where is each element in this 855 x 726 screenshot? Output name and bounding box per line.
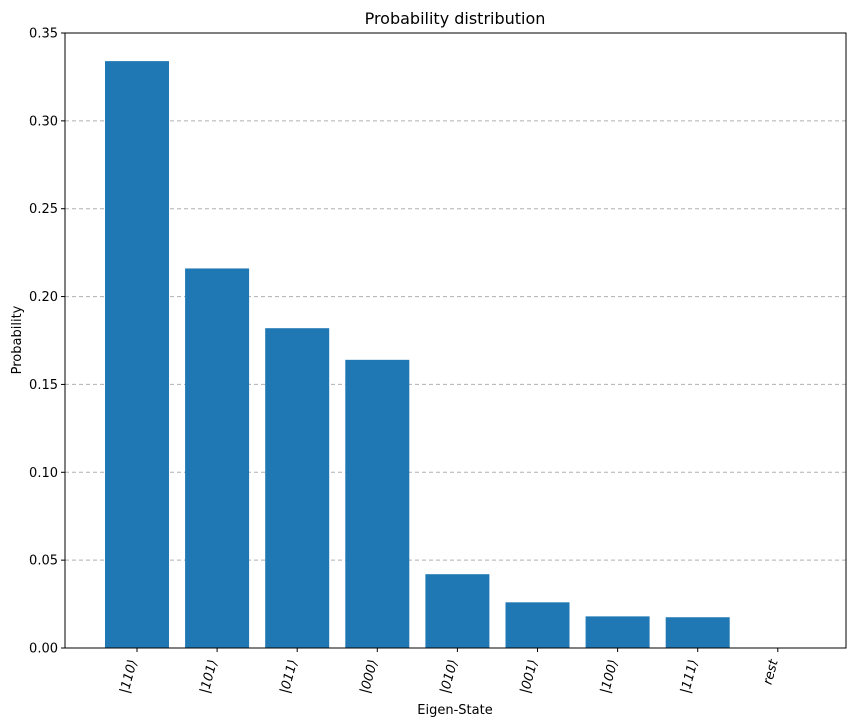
y-axis-label: Probability	[10, 305, 25, 374]
grid-lines	[65, 32, 846, 561]
bar	[425, 574, 490, 648]
y-tick-label: 0.30	[29, 114, 58, 129]
x-tick-label: |100⟩	[598, 658, 621, 695]
bar	[665, 617, 730, 648]
x-tick-label: |010⟩	[438, 658, 461, 695]
x-tick-label: rest	[761, 657, 782, 686]
bar	[345, 359, 410, 648]
bar	[505, 602, 570, 648]
chart-title: Probability distribution	[365, 9, 546, 28]
x-tick-label: |011⟩	[278, 658, 301, 695]
y-tick-label: 0.35	[29, 27, 58, 42]
x-tick-label: |111⟩	[678, 658, 701, 695]
bar	[105, 61, 169, 649]
y-axis-ticks: 0.00 0.05 0.10 0.15 0.20 0.25 0.30 0.35	[29, 27, 65, 657]
y-tick-label: 0.10	[29, 466, 58, 481]
x-tick-label: |101⟩	[198, 658, 221, 695]
x-tick-label: |110⟩	[118, 658, 141, 695]
bar	[585, 616, 650, 648]
bars	[105, 61, 730, 649]
x-axis-label: Eigen-State	[417, 703, 492, 718]
x-tick-label: |000⟩	[358, 658, 381, 695]
y-tick-label: 0.05	[29, 554, 58, 569]
y-tick-label: 0.15	[29, 378, 58, 393]
y-tick-label: 0.20	[29, 290, 58, 305]
bar	[185, 268, 250, 648]
bar	[265, 328, 330, 648]
y-tick-label: 0.25	[29, 202, 58, 217]
x-axis-ticks: |110⟩ |101⟩ |011⟩ |000⟩ |010⟩ |001⟩ |100⟩ |111⟩…	[118, 648, 782, 695]
y-tick-label: 0.00	[29, 642, 58, 657]
x-tick-label: |001⟩	[518, 658, 541, 695]
plot-frame	[64, 32, 847, 649]
